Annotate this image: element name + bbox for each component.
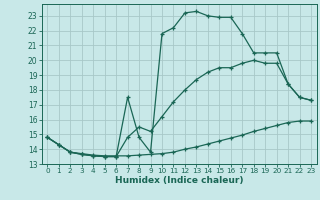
X-axis label: Humidex (Indice chaleur): Humidex (Indice chaleur) — [115, 176, 244, 185]
